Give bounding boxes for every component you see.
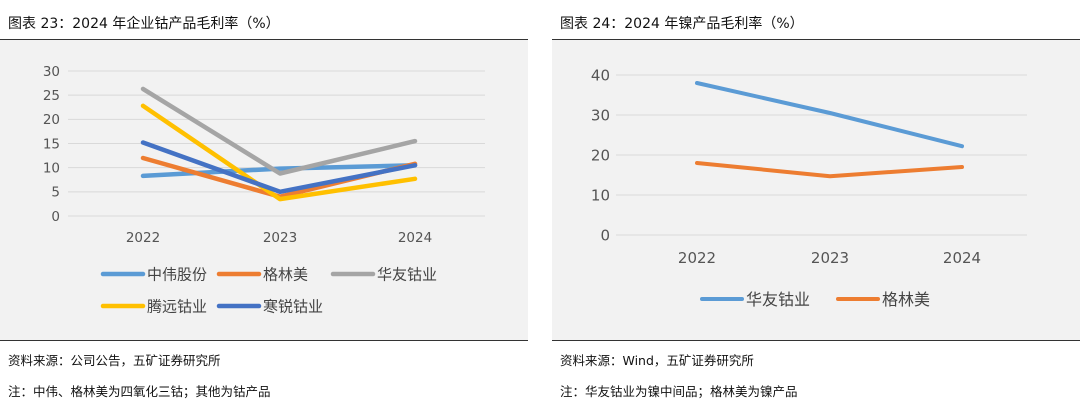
x-tick-label: 2024	[943, 249, 981, 267]
series-line	[140, 163, 418, 179]
y-tick-label: 30	[591, 106, 610, 124]
y-tick-label: 0	[600, 226, 610, 244]
series-line	[140, 103, 418, 202]
top-rule	[552, 39, 1080, 40]
figure-title: 图表 23：2024 年企业钴产品毛利率（%）	[8, 16, 280, 32]
plot-background	[552, 40, 1080, 340]
y-tick-label: 5	[51, 185, 60, 201]
source-text: 资料来源：公司公告，五矿证券研究所	[8, 353, 221, 368]
series-line	[140, 140, 418, 195]
source-text: 资料来源：Wind，五矿证券研究所	[560, 353, 754, 368]
bottom-rule	[552, 340, 1080, 341]
y-tick-label: 25	[43, 88, 60, 104]
figure-title: 图表 24：2024 年镍产品毛利率（%）	[560, 16, 804, 32]
x-tick-label: 2022	[678, 249, 716, 267]
y-tick-label: 30	[43, 64, 60, 80]
x-tick-label: 2022	[126, 230, 160, 246]
legend-label: 格林美	[882, 290, 930, 309]
x-tick-label: 2024	[398, 230, 432, 246]
x-tick-label: 2023	[811, 249, 849, 267]
note-text: 注：华友钴业为镍中间品；格林美为镍产品	[560, 384, 798, 399]
top-rule	[0, 39, 528, 40]
y-tick-label: 20	[591, 146, 610, 164]
note-text: 注：中伟、格林美为四氧化三钴；其他为钴产品	[8, 384, 271, 399]
chart-panel-right: 图表 24：2024 年镍产品毛利率（%） 0 10 20 30 40 2022 2023 2…	[552, 0, 1080, 402]
legend-label: 华友钴业	[377, 265, 437, 283]
y-tick-label: 15	[43, 136, 60, 152]
x-tick-label: 2023	[263, 230, 297, 246]
legend-label: 腾远钴业	[147, 297, 207, 315]
legend-label: 寒锐钴业	[263, 297, 323, 315]
bottom-rule	[0, 340, 528, 341]
chart-panel-left: 图表 23：2024 年企业钴产品毛利率（%） 0 5 10 15 20 25 30 2022…	[0, 0, 528, 402]
series-line	[140, 86, 418, 176]
legend-label: 格林美	[263, 265, 308, 283]
legend-label: 华友钴业	[746, 290, 810, 309]
y-tick-label: 20	[43, 112, 60, 128]
y-tick-label: 0	[51, 209, 60, 225]
y-tick-label: 10	[43, 161, 60, 177]
series-line	[695, 161, 964, 179]
legend-label: 中伟股份	[147, 265, 207, 283]
y-tick-label: 10	[591, 186, 610, 204]
nickel-margin-chart: 0 10 20 30 40 2022 2023 2024 华友钴业 格林美	[591, 66, 1027, 309]
series-line	[695, 81, 964, 149]
y-tick-label: 40	[591, 66, 610, 84]
